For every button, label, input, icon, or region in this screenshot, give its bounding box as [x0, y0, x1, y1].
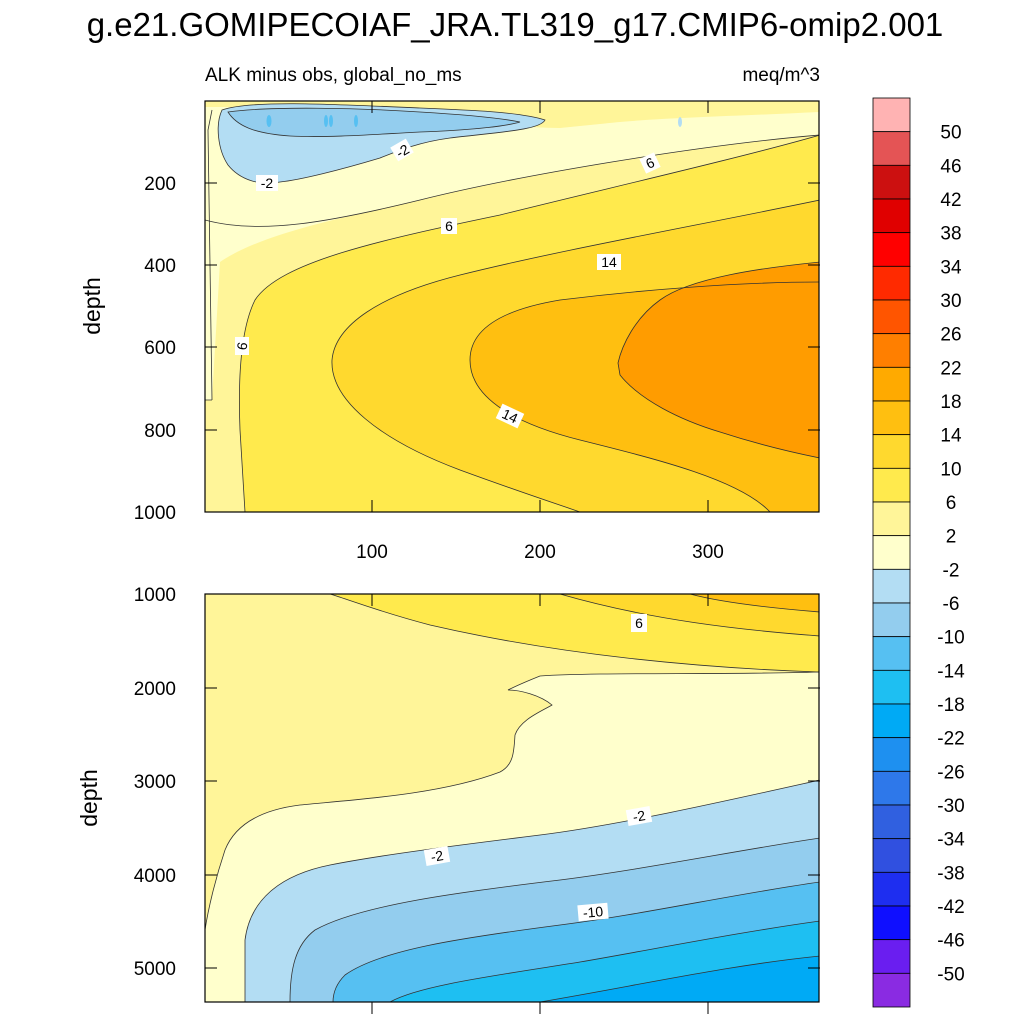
x-tick-label: 200 [524, 542, 556, 563]
colorbar: 50 46 42 38 34 30 26 22 18 14 10 6 2 -2 -6 -10 -14 -18 -22… [872, 97, 965, 1008]
colorbar-label: 14 [940, 426, 962, 447]
colorbar-swatch [872, 232, 911, 267]
upper-y-tick-labels: 200 400 600 800 1000 [134, 174, 176, 524]
colorbar-label: 26 [940, 325, 961, 346]
colorbar-swatch [872, 737, 911, 772]
colorbar-label: 50 [940, 123, 961, 144]
lower-panel: 6 -2 -2 -10 1000 2000 3000 4000 5000 dep… [76, 585, 820, 1014]
colorbar-swatch [872, 804, 911, 840]
colorbar-swatch [872, 972, 911, 1008]
colorbar-label: -26 [937, 762, 964, 783]
colorbar-label: -10 [937, 628, 964, 649]
y-tick-label: 600 [144, 338, 176, 359]
colorbar-label: 18 [940, 392, 961, 413]
contour-label: -2 [429, 847, 444, 865]
x-tick-labels: 100 200 300 [356, 542, 724, 563]
contour-label: -2 [261, 175, 274, 191]
contour-label: 6 [233, 341, 250, 352]
colorbar-label: 46 [940, 156, 961, 177]
lower-plot-frame [204, 593, 820, 1003]
y-tick-label: 2000 [134, 679, 176, 700]
colorbar-swatch [872, 669, 911, 705]
contour-label: 14 [601, 254, 617, 270]
colorbar-label: -14 [937, 661, 965, 682]
colorbar-swatch [872, 568, 911, 604]
y-tick-label: 200 [144, 174, 176, 195]
colorbar-label: -38 [937, 863, 964, 884]
colorbar-swatch [872, 703, 911, 739]
colorbar-label: -22 [937, 729, 964, 750]
colorbar-swatch [872, 871, 911, 907]
colorbar-label: 42 [940, 190, 961, 211]
x-tick-label: 100 [356, 542, 388, 563]
colorbar-label: 38 [940, 224, 961, 245]
colorbar-swatch [872, 366, 911, 402]
contour-label: -10 [582, 903, 604, 921]
colorbar-swatch [872, 265, 911, 301]
lower-y-tick-labels: 1000 2000 3000 4000 5000 [134, 585, 176, 980]
lower-contour-fill [205, 594, 819, 1002]
upper-contour-fill [205, 101, 819, 512]
y-tick-label: 400 [144, 256, 176, 277]
colorbar-label: 6 [946, 493, 957, 514]
y-tick-label: 3000 [134, 772, 176, 793]
colorbar-swatch [872, 467, 911, 503]
upper-contour-labels: -2 -2 6 6 14 6 14 [233, 138, 661, 429]
colorbar-swatch [872, 939, 911, 974]
colorbar-label: -30 [937, 796, 964, 817]
colorbar-label: 34 [940, 257, 962, 278]
upper-panel: -2 -2 6 6 14 6 14 200 400 600 8 [79, 100, 820, 563]
colorbar-swatch [872, 905, 911, 941]
colorbar-swatch [872, 164, 911, 200]
y-tick-label: 800 [144, 421, 176, 442]
contour-label: -2 [631, 807, 646, 825]
contour-label: 6 [445, 218, 453, 234]
colorbar-swatch [872, 838, 911, 873]
colorbar-label: -34 [937, 830, 965, 851]
colorbar-label: -42 [937, 897, 964, 918]
y-tick-label: 4000 [134, 866, 176, 887]
colorbar-label: -6 [943, 594, 960, 615]
colorbar-label: -50 [937, 964, 964, 985]
colorbar-label: -46 [937, 931, 964, 952]
x-tick-label: 300 [692, 542, 724, 563]
colorbar-swatch [872, 400, 911, 436]
colorbar-swatch [872, 97, 911, 133]
colorbar-swatch [872, 434, 911, 469]
chart-subtitle: ALK minus obs, global_no_ms [205, 65, 462, 86]
colorbar-swatch [872, 333, 911, 368]
upper-plot-frame [204, 100, 820, 513]
colorbar-label: 30 [940, 291, 961, 312]
colorbar-swatch [872, 501, 911, 537]
y-tick-label: 5000 [134, 959, 176, 980]
y-axis-label: depth [79, 277, 105, 335]
colorbar-label: 10 [940, 459, 961, 480]
contour-label: 6 [635, 615, 643, 631]
y-tick-label: 1000 [134, 585, 176, 606]
colorbar-label: 22 [940, 358, 961, 379]
colorbar-label: -18 [937, 695, 964, 716]
colorbar-label: 2 [946, 527, 957, 548]
chart-title: g.e21.GOMIPECOIAF_JRA.TL319_g17.CMIP6-om… [87, 6, 944, 43]
colorbar-swatch [872, 636, 911, 671]
units-label: meq/m^3 [742, 65, 820, 86]
lower-contour-labels: 6 -2 -2 -10 [423, 614, 653, 922]
colorbar-swatch [872, 198, 911, 234]
y-tick-label: 1000 [134, 503, 176, 524]
colorbar-swatch [872, 535, 911, 570]
contour-label: 14 [500, 405, 521, 426]
colorbar-swatch [872, 770, 911, 806]
y-axis-label: depth [76, 769, 102, 827]
colorbar-label: -2 [943, 560, 960, 581]
colorbar-swatch [872, 299, 911, 335]
colorbar-swatch [872, 131, 911, 166]
colorbar-swatch [872, 602, 911, 638]
